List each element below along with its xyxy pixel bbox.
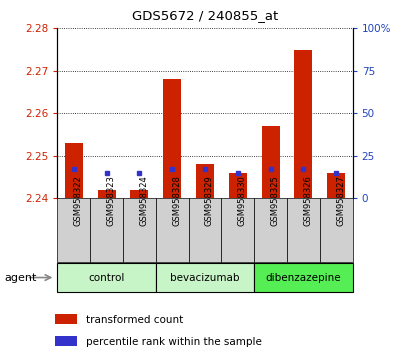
Bar xyxy=(55,336,76,346)
Bar xyxy=(188,198,221,262)
Bar xyxy=(90,198,123,262)
Bar xyxy=(221,198,254,262)
Bar xyxy=(65,143,83,198)
Bar xyxy=(254,263,352,292)
Bar xyxy=(286,198,319,262)
Text: GSM958327: GSM958327 xyxy=(335,175,344,226)
Text: GSM958329: GSM958329 xyxy=(204,176,213,226)
Text: control: control xyxy=(88,273,124,282)
Bar xyxy=(155,198,188,262)
Text: GSM958330: GSM958330 xyxy=(237,175,246,226)
Text: transformed count: transformed count xyxy=(85,315,182,325)
Bar xyxy=(57,263,155,292)
Bar xyxy=(123,198,155,262)
Bar xyxy=(97,190,115,198)
Text: GDS5672 / 240855_at: GDS5672 / 240855_at xyxy=(132,9,277,22)
Bar xyxy=(294,50,312,198)
Text: GSM958323: GSM958323 xyxy=(106,175,115,226)
Bar xyxy=(55,314,76,324)
Bar xyxy=(319,198,352,262)
Bar xyxy=(228,173,246,198)
Bar xyxy=(254,198,286,262)
Bar xyxy=(163,79,181,198)
Text: percentile rank within the sample: percentile rank within the sample xyxy=(85,337,261,347)
Bar xyxy=(130,190,148,198)
Text: GSM958325: GSM958325 xyxy=(270,176,279,226)
Text: GSM958328: GSM958328 xyxy=(172,175,181,226)
Text: GSM958324: GSM958324 xyxy=(139,176,148,226)
Bar xyxy=(155,263,254,292)
Text: GSM958326: GSM958326 xyxy=(303,175,312,226)
Bar xyxy=(57,198,90,262)
Text: dibenzazepine: dibenzazepine xyxy=(265,273,340,282)
Text: GSM958322: GSM958322 xyxy=(74,176,83,226)
Bar xyxy=(261,126,279,198)
Bar xyxy=(196,164,213,198)
Text: bevacizumab: bevacizumab xyxy=(170,273,239,282)
Text: agent: agent xyxy=(4,273,36,282)
Bar xyxy=(326,173,344,198)
